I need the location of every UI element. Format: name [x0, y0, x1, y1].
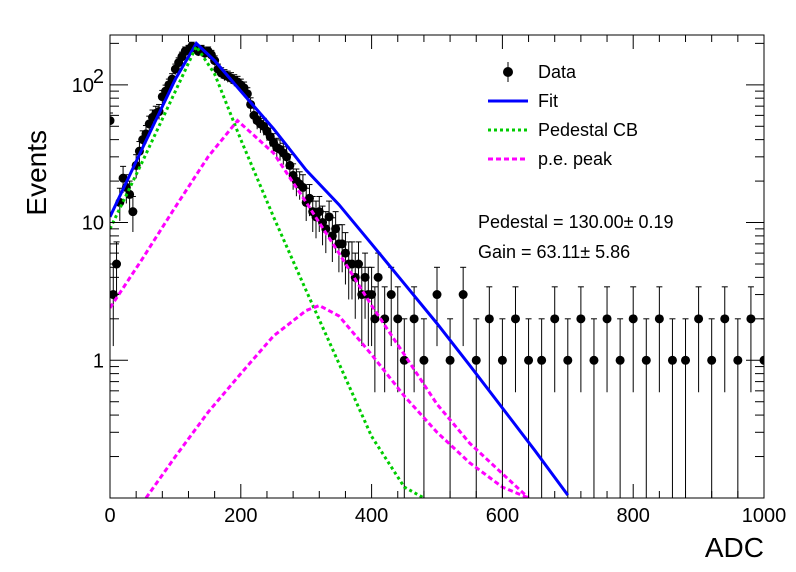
data-point — [654, 314, 664, 324]
data-point — [419, 355, 429, 365]
legend: Data Fit Pedestal CB p.e. peak — [488, 62, 638, 169]
data-point — [370, 314, 380, 324]
y-tick-label: 10 — [72, 75, 94, 97]
data-point — [324, 212, 334, 222]
data-point — [707, 355, 717, 365]
data-point — [667, 355, 677, 365]
annotation-pedestal: Pedestal = 130.00± 0.19 — [478, 212, 674, 232]
plot-area — [110, 41, 764, 498]
data-point — [694, 314, 704, 324]
data-point — [285, 160, 295, 170]
fit-line — [110, 41, 570, 496]
data-point — [746, 314, 756, 324]
data-point — [445, 355, 455, 365]
data-point — [510, 314, 520, 324]
data-point — [347, 259, 357, 269]
data-point — [298, 182, 308, 192]
legend-label-data: Data — [538, 62, 577, 82]
legend-swatch-data — [503, 67, 513, 77]
x-tick-label: 400 — [355, 505, 388, 527]
plot-content — [110, 41, 764, 498]
series-4-line — [144, 303, 530, 498]
data-point — [367, 290, 377, 300]
data-point — [314, 207, 324, 217]
data-point — [399, 355, 409, 365]
legend-label-fit: Fit — [538, 91, 558, 111]
data-point — [373, 272, 383, 282]
data-point — [337, 239, 347, 249]
y-axis-title: Events — [21, 130, 52, 216]
x-tick-label: 0 — [104, 505, 115, 527]
data-point — [484, 314, 494, 324]
data-point — [360, 272, 370, 282]
annotations: Pedestal = 130.00± 0.19 Gain = 63.11± 5.8… — [478, 212, 674, 262]
data-point — [589, 355, 599, 365]
legend-label-pedestal-cb: Pedestal CB — [538, 120, 638, 140]
plot-frame — [109, 34, 765, 499]
data-point — [550, 314, 560, 324]
data-point — [118, 173, 128, 183]
data-point — [641, 355, 651, 365]
data-point — [458, 290, 468, 300]
data-point — [497, 355, 507, 365]
legend-label-p-e-peak: p.e. peak — [538, 149, 613, 169]
x-tick-label: 1000 — [742, 505, 787, 527]
data-point — [128, 207, 138, 217]
data-point — [331, 224, 341, 234]
data-point — [681, 355, 691, 365]
data-point — [628, 314, 638, 324]
data-point — [733, 355, 743, 365]
data-point — [409, 314, 419, 324]
data-point — [432, 290, 442, 300]
y-tick-exponent: 2 — [93, 66, 104, 88]
annotation-gain: Gain = 63.11± 5.86 — [478, 242, 630, 262]
y-tick-label: 10 — [82, 213, 104, 235]
data-point — [524, 355, 534, 365]
x-tick-label: 600 — [486, 505, 519, 527]
p-e-peak-line — [110, 118, 530, 498]
data-point — [393, 314, 403, 324]
data-point — [563, 355, 573, 365]
data-point — [354, 259, 364, 269]
data-point — [110, 116, 115, 126]
x-tick-label: 800 — [617, 505, 650, 527]
y-tick-label: 1 — [93, 350, 104, 372]
data-point — [340, 248, 350, 258]
data-point — [537, 355, 547, 365]
data-point — [720, 314, 730, 324]
data-point — [576, 314, 586, 324]
pedestal-cb-line — [110, 43, 425, 498]
data-point — [471, 355, 481, 365]
x-axis-title: ADC — [705, 532, 764, 563]
x-tick-label: 200 — [224, 505, 257, 527]
data-point — [615, 355, 625, 365]
data-point — [602, 314, 612, 324]
data-point — [386, 290, 396, 300]
